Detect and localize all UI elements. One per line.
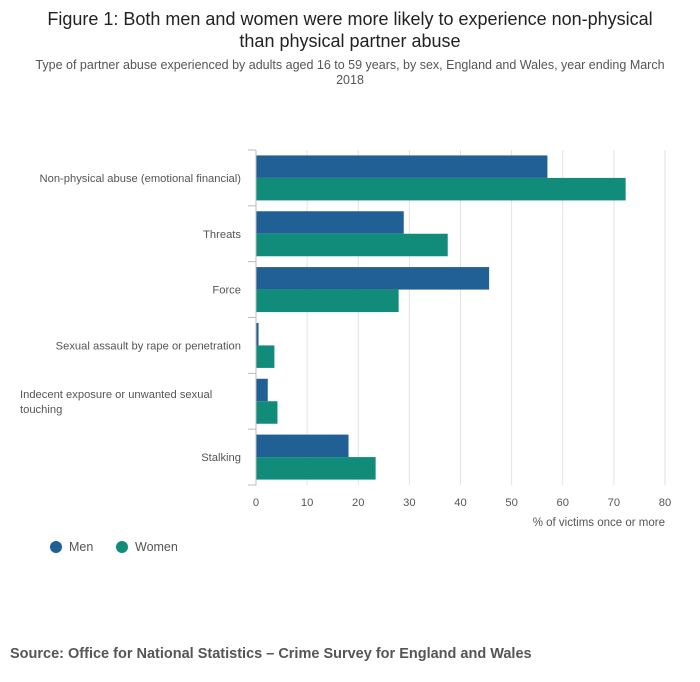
chart-subtitle: Type of partner abuse experienced by adu… (35, 58, 665, 87)
legend-swatch-women (116, 541, 128, 553)
category-label-5: Stalking (201, 452, 241, 464)
legend-label-men: Men (69, 540, 94, 554)
bar-men-1 (256, 211, 404, 234)
category-label-1: Threats (203, 229, 241, 241)
category-label-4: Indecent exposure or unwanted sexual touc… (20, 389, 212, 416)
x-tick-label-60: 60 (557, 497, 569, 509)
category-label-2: Force (212, 285, 241, 297)
category-label-3: Sexual assault by rape or penetration (56, 340, 241, 352)
x-tick-label-50: 50 (505, 497, 517, 509)
bar-men-5 (256, 434, 349, 458)
x-tick-label-20: 20 (352, 497, 364, 509)
category-label-0: Non-physical abuse (emotional financial) (40, 173, 242, 185)
bar-women-2 (256, 289, 399, 313)
x-tick-label-30: 30 (403, 497, 415, 509)
bar-men-4 (256, 378, 268, 402)
x-tick-label-0: 0 (253, 497, 259, 509)
legend-item-women: Women (116, 540, 178, 554)
bar-women-4 (256, 401, 278, 424)
bar-men-2 (256, 267, 490, 290)
bar-women-3 (256, 345, 275, 368)
bar-women-1 (256, 233, 448, 257)
bar-chart: Non-physical abuse (emotional financial)… (20, 149, 671, 529)
bar-women-5 (256, 457, 376, 480)
bar-men-0 (256, 155, 548, 178)
legend-swatch-men (50, 541, 62, 553)
x-axis-label: % of victims once or more (533, 517, 665, 529)
x-tick-label-40: 40 (454, 497, 466, 509)
x-tick-label-80: 80 (659, 497, 671, 509)
source-note: Source: Office for National Statistics –… (10, 646, 532, 662)
bar-men-3 (256, 322, 259, 346)
chart-title: Figure 1: Both men and women were more l… (47, 9, 653, 51)
legend-label-women: Women (135, 540, 178, 554)
legend-item-men: Men (50, 540, 93, 554)
bar-women-0 (256, 177, 626, 201)
x-tick-label-10: 10 (301, 497, 313, 509)
x-tick-label-70: 70 (608, 497, 620, 509)
